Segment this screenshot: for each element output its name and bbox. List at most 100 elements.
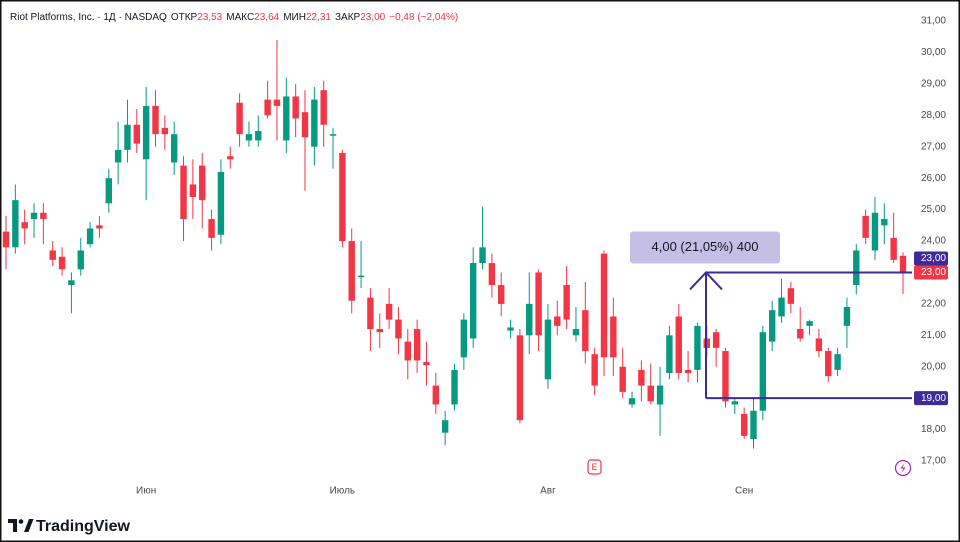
x-tick-label: Июль (330, 486, 356, 497)
logo-icon (8, 519, 17, 532)
measure-box (630, 231, 780, 264)
header: Riot Platforms, Inc. · 1Д · NASDAQ ОТКР 23… (10, 12, 458, 23)
candle-body (572, 329, 580, 336)
y-tick-label: 27,00 (921, 141, 946, 152)
candle-body (124, 124, 131, 150)
candle-body (227, 156, 234, 160)
candle-body (619, 366, 626, 392)
candle-body (628, 398, 636, 405)
candle-body (40, 212, 47, 220)
candle-body (152, 105, 159, 135)
candle-body (348, 241, 355, 301)
candle-body (255, 131, 262, 141)
measure-label: 4,00 (21,05%) 400 (652, 239, 759, 254)
field-name: МАКС (226, 12, 254, 23)
y-tick-label: 31,00 (921, 16, 946, 27)
candle-body (283, 96, 290, 141)
candle-body (395, 319, 402, 339)
measure-arrow (689, 270, 723, 291)
symbol: Riot Platforms, Inc. · 1Д · NASDAQ (10, 12, 167, 23)
candle-body (180, 165, 187, 220)
candle-body (58, 256, 66, 270)
candle-body (292, 96, 299, 119)
candle-body (712, 332, 720, 348)
candle-body (441, 420, 449, 433)
price-label-box (914, 391, 948, 406)
candle-body (170, 134, 178, 163)
event-marker (587, 459, 602, 475)
field-value: 23,64 (254, 12, 279, 23)
price-label: 19,00 (921, 393, 946, 404)
candle-body (591, 354, 598, 386)
y-tick-label: 25,00 (921, 204, 946, 215)
candle-body (647, 385, 654, 402)
candle-body (834, 354, 841, 370)
candle-body (656, 385, 664, 405)
candle-body (385, 303, 393, 320)
candle-body (797, 329, 804, 339)
candle-body (12, 200, 19, 248)
candle-body (535, 272, 542, 336)
field-value: 22,31 (306, 12, 331, 23)
candle-body (843, 307, 851, 326)
field-name: ОТКР (171, 12, 198, 23)
candle-body (199, 165, 206, 201)
candle-body (853, 250, 860, 286)
candle-body (264, 99, 271, 116)
candle-body (582, 310, 589, 352)
candle-body (451, 369, 458, 405)
y-tick-label: 30,00 (921, 47, 946, 58)
candle-body (554, 316, 561, 326)
dividend-icon (900, 463, 906, 473)
candle-body (245, 134, 253, 141)
price-label-box (914, 251, 948, 266)
candle-body (666, 335, 673, 374)
candle-body (77, 250, 84, 270)
event-label: E (591, 462, 597, 472)
candle-body (778, 297, 785, 317)
candle-body (890, 237, 897, 260)
candle-body (740, 413, 748, 436)
y-tick-label: 29,00 (921, 79, 946, 90)
candle-body (460, 319, 468, 358)
candle-body (301, 112, 309, 138)
candle-body (638, 369, 645, 386)
candle-body (544, 319, 552, 380)
y-tick-label: 24,00 (921, 236, 946, 247)
candle-body (825, 351, 832, 377)
candle-body (759, 332, 767, 411)
candle-body (488, 263, 496, 286)
candle-body (30, 212, 38, 220)
candle-body (563, 285, 570, 320)
candle-body (684, 369, 692, 374)
candle-body (49, 250, 56, 260)
x-tick-label: Июн (136, 486, 156, 497)
candle-body (339, 153, 346, 242)
candle-body (469, 263, 477, 339)
candle-body (423, 362, 430, 366)
candle-body (357, 275, 365, 278)
candle-body (311, 99, 318, 147)
price-label: 23,00 (921, 253, 946, 264)
candle-body (731, 401, 739, 405)
candle-body (899, 255, 907, 273)
candle-body (750, 410, 757, 440)
y-tick-label: 21,00 (921, 330, 946, 341)
candle-body (432, 385, 440, 405)
candle-body (217, 171, 225, 235)
candle-body (236, 102, 243, 135)
candle-body (815, 338, 823, 352)
x-tick-label: Авг (540, 486, 556, 497)
candle-body (376, 329, 383, 333)
candle-body (114, 149, 122, 163)
candle-body (526, 303, 533, 336)
x-tick-label: Сен (735, 486, 753, 497)
candle-body (320, 90, 327, 125)
candle-body (329, 134, 337, 136)
candle-body (413, 329, 421, 361)
y-tick-label: 26,00 (921, 173, 946, 184)
candle-body (881, 219, 888, 226)
